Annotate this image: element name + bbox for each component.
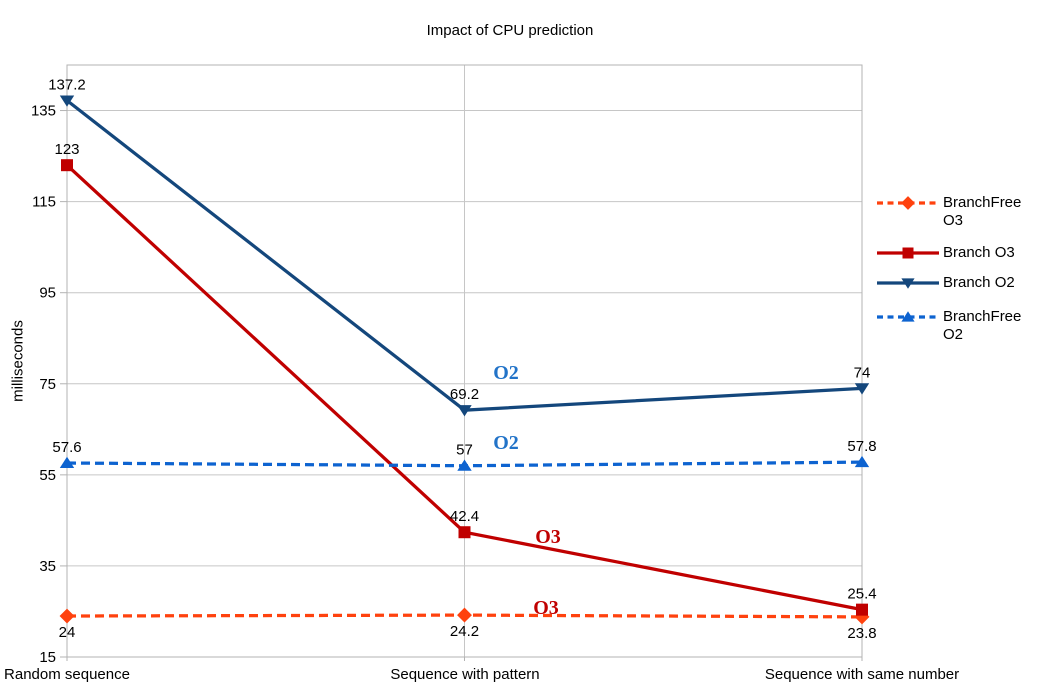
legend-sample xyxy=(877,308,939,326)
legend-marker-branchfree-o3 xyxy=(901,196,915,210)
marker-branch-o2-0 xyxy=(59,95,75,107)
annotation-o2: O2 xyxy=(493,432,519,454)
value-label: 24 xyxy=(59,624,76,641)
value-label: 69.2 xyxy=(450,386,479,403)
value-label: 42.4 xyxy=(450,508,479,525)
value-label: 123 xyxy=(54,141,79,158)
chart-title: Impact of CPU prediction xyxy=(426,22,594,39)
marker-branch-o2-1 xyxy=(457,405,472,417)
value-label: 57 xyxy=(456,442,473,459)
y-tick-label: 55 xyxy=(39,467,56,484)
marker-branchfree-o2-2 xyxy=(854,455,870,468)
y-tick-label: 35 xyxy=(39,558,56,575)
annotation-o3: O3 xyxy=(533,597,559,619)
legend-sample xyxy=(877,274,939,292)
value-label: 57.6 xyxy=(52,439,81,456)
annotation-o3: O3 xyxy=(535,526,561,548)
x-category-label: Sequence with same number xyxy=(764,666,960,683)
value-label: 24.2 xyxy=(450,623,479,640)
marker-branch-o3-1 xyxy=(458,526,471,539)
y-axis-title: milliseconds xyxy=(9,320,27,402)
y-tick-label: 95 xyxy=(39,285,56,302)
y-tick-label: 115 xyxy=(32,194,56,211)
value-label: 74 xyxy=(854,364,871,381)
y-tick-label: 135 xyxy=(31,103,56,120)
legend-item: BranchFree O2 xyxy=(877,308,1035,344)
legend-sample-graphic xyxy=(877,247,939,259)
legend-sample-graphic xyxy=(877,196,939,210)
legend-sample xyxy=(877,244,939,262)
plot-border xyxy=(66,64,863,658)
value-label: 25.4 xyxy=(847,586,876,603)
x-category-label: Random sequence xyxy=(4,666,130,683)
legend-marker-branch-o2 xyxy=(901,278,915,289)
legend-sample-graphic xyxy=(877,311,939,322)
marker-branch-o3-2 xyxy=(856,603,868,616)
legend-label: Branch O3 xyxy=(943,244,1015,261)
y-tick-label: 15 xyxy=(39,649,56,666)
marker-branch-o3-0 xyxy=(61,159,73,172)
marker-branchfree-o2-1 xyxy=(457,459,472,471)
value-label: 137.2 xyxy=(48,77,86,94)
legend-item: BranchFree O3 xyxy=(877,194,1035,230)
legend-label: BranchFree O2 xyxy=(943,308,1022,343)
legend-sample-graphic xyxy=(877,278,939,289)
legend-label: BranchFree O3 xyxy=(943,194,1022,229)
legend-item: Branch O2 xyxy=(877,274,1035,292)
legend-marker-branchfree-o2 xyxy=(901,311,915,322)
legend-sample xyxy=(877,194,939,212)
y-tick-label: 75 xyxy=(39,376,56,393)
value-label: 23.8 xyxy=(847,625,876,642)
legend: BranchFree O3 Branch O3 Branch O2 Branch… xyxy=(877,0,1039,698)
marker-branchfree-o2-0 xyxy=(59,456,75,469)
value-label: 57.8 xyxy=(847,438,876,455)
marker-branchfree-o3-1 xyxy=(457,607,472,623)
annotation-o2: O2 xyxy=(493,362,519,384)
x-category-label: Sequence with pattern xyxy=(390,666,540,683)
marker-branchfree-o3-0 xyxy=(59,608,75,624)
legend-item: Branch O3 xyxy=(877,244,1035,262)
legend-label: Branch O2 xyxy=(943,274,1015,291)
marker-branch-o2-2 xyxy=(854,383,870,395)
legend-marker-branch-o3 xyxy=(902,247,914,259)
